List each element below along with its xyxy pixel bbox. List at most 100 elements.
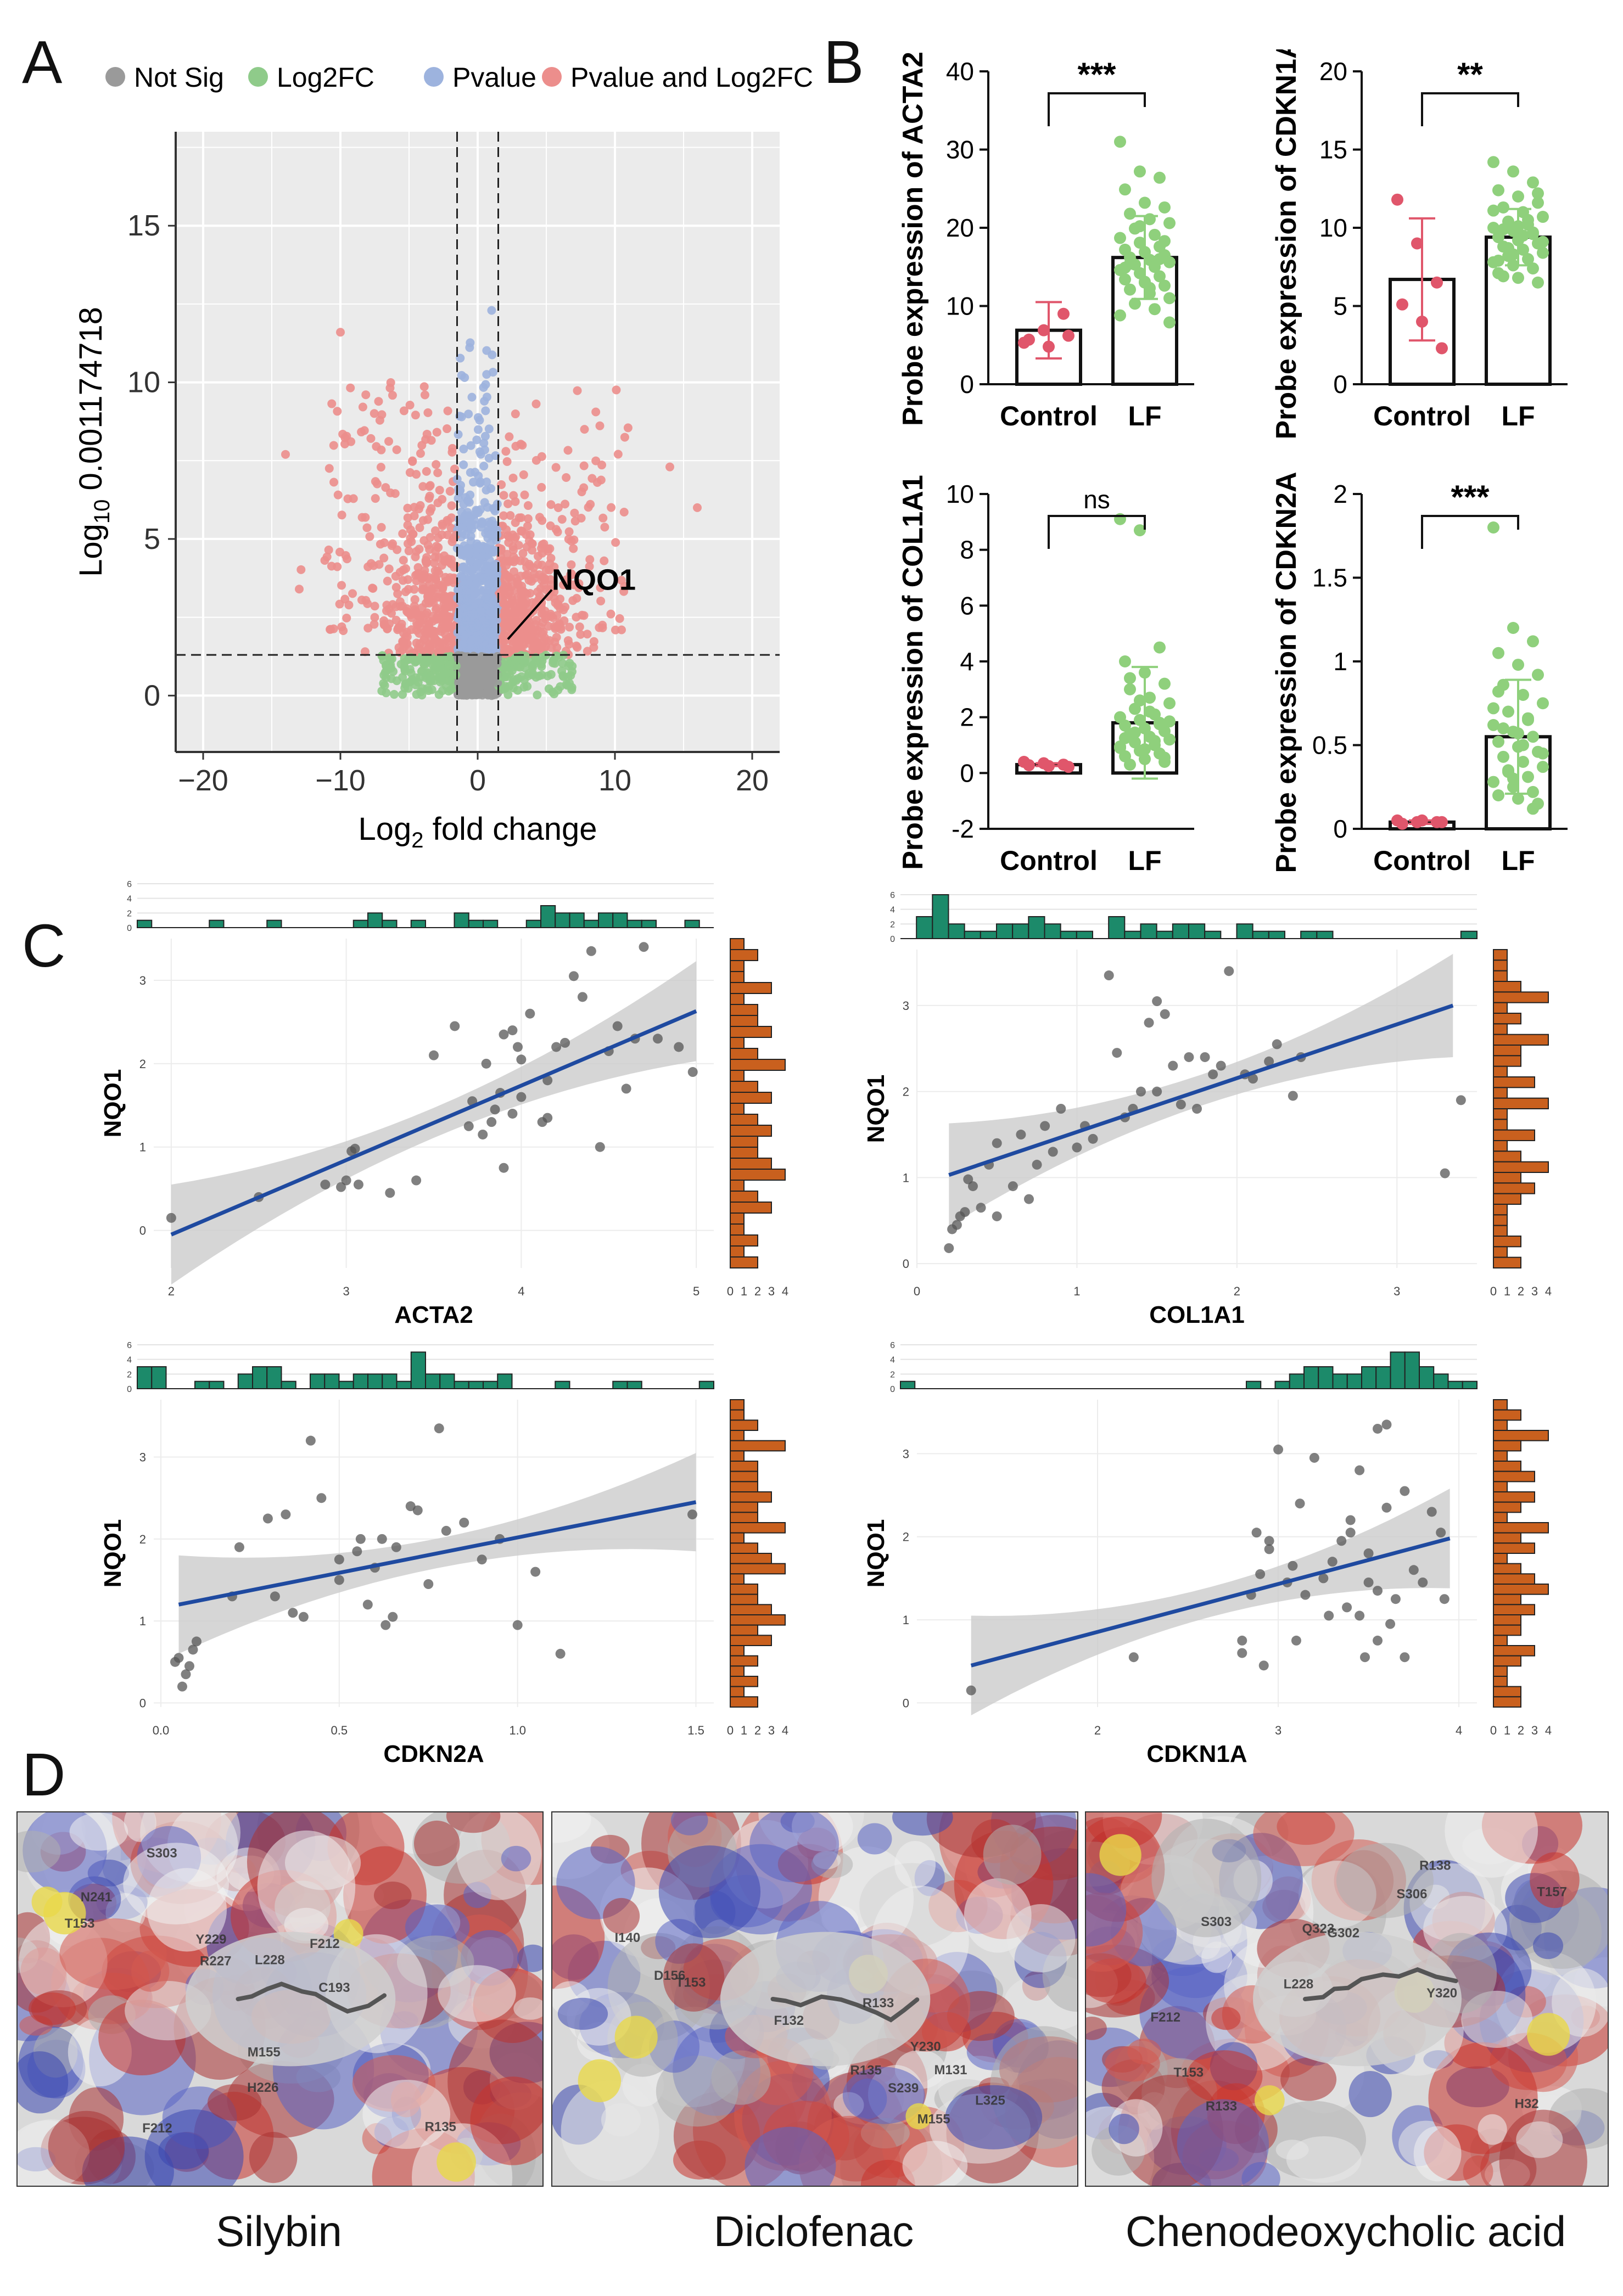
top-hist-bar [916, 916, 933, 939]
data-point [1537, 761, 1549, 773]
scatter-point [434, 1423, 444, 1434]
top-hist-tick: 0 [890, 935, 895, 944]
right-hist-bar [1493, 1573, 1535, 1585]
volcano-point [425, 545, 434, 554]
volcano-point [619, 507, 629, 517]
volcano-point [535, 513, 544, 522]
volcano-point [480, 431, 490, 441]
volcano-point [424, 580, 434, 590]
surface-patch [1177, 2099, 1269, 2186]
volcano-point [434, 581, 443, 590]
top-hist-bar [324, 1373, 340, 1389]
volcano-point [486, 545, 495, 554]
top-hist-tick: 2 [127, 909, 132, 918]
volcano-point [579, 461, 589, 470]
volcano-point [546, 670, 556, 679]
right-hist-bar [730, 1532, 745, 1544]
volcano-point [324, 545, 333, 554]
right-hist-bar [730, 1180, 745, 1192]
category-label: LF [1501, 401, 1535, 431]
sulfur-patch [1099, 1834, 1141, 1876]
data-point [1532, 276, 1544, 289]
scatter-point [1360, 1652, 1370, 1663]
top-hist-bar [338, 1380, 354, 1389]
surface-patch [1006, 1904, 1076, 1973]
top-hist-bar [281, 1380, 296, 1389]
volcano-point [411, 656, 420, 665]
volcano-point [281, 450, 290, 459]
data-point [1043, 760, 1055, 772]
volcano-point [401, 587, 410, 597]
scatter-point [1373, 1586, 1383, 1596]
volcano-point [445, 573, 455, 582]
volcano-point [473, 425, 483, 434]
top-hist-bar [1289, 1373, 1305, 1389]
data-point [1154, 718, 1166, 731]
right-hist-bar [730, 1114, 758, 1126]
volcano-point [474, 508, 483, 517]
scatter-point [1363, 1577, 1374, 1587]
top-hist-bar [425, 1373, 441, 1389]
right-hist-bar [730, 1169, 786, 1181]
volcano-point [423, 408, 433, 417]
right-hist-bar [1493, 1481, 1508, 1493]
top-hist-bar [540, 905, 556, 928]
right-hist-bar [1493, 1655, 1521, 1667]
significance-label: *** [1077, 56, 1116, 93]
data-point [1522, 771, 1534, 783]
top-hist-bar [1188, 923, 1206, 939]
top-hist-bar [555, 912, 570, 928]
top-hist-bar [1028, 916, 1045, 939]
scatter-point [1255, 1569, 1266, 1579]
y-tick-label: 0 [1333, 815, 1347, 843]
data-point [1134, 524, 1146, 537]
volcano-point [467, 565, 477, 574]
right-hist-tick: 4 [782, 1284, 788, 1298]
residue-label: H226 [247, 2080, 278, 2095]
scatter-point [1184, 1052, 1194, 1062]
data-point [1497, 201, 1509, 214]
volcano-plot: −20 −10 0 10 20 0 5 10 15 NQO1 Log2 fold change Log… [73, 62, 813, 852]
scatter-point [1439, 1594, 1449, 1604]
volcano-point [620, 433, 629, 442]
panel-letter-c: C [22, 912, 66, 980]
x-tick-label: 1.5 [687, 1724, 704, 1737]
right-hist-bar [730, 1696, 758, 1708]
right-hist-bar [730, 1624, 758, 1636]
top-hist-bar [1012, 923, 1029, 939]
right-hist-bar [730, 1409, 745, 1421]
top-hist-bar [151, 1366, 167, 1389]
volcano-point [368, 583, 377, 593]
volcano-point [474, 621, 483, 631]
category-label: Control [1000, 401, 1098, 431]
data-point [1492, 736, 1504, 748]
right-hist-bar [730, 1037, 745, 1049]
scatter-point [1390, 1594, 1401, 1604]
data-point [1163, 733, 1176, 746]
volcano-point [444, 660, 454, 670]
volcano-point [342, 613, 351, 622]
scatter-point [380, 1620, 391, 1630]
y-axis-label: Log10 0.001174718 [73, 307, 114, 577]
volcano-point [537, 560, 546, 570]
volcano-point [399, 565, 408, 575]
volcano-point [346, 383, 355, 392]
scatter-point [441, 1525, 451, 1536]
significance-bracket [1421, 515, 1519, 549]
volcano-point [559, 616, 569, 625]
right-hist-bar [1493, 1002, 1508, 1014]
top-hist-bar [1390, 1351, 1406, 1389]
volcano-point [440, 591, 449, 600]
volcano-point [586, 499, 595, 509]
right-hist-bar [1493, 1665, 1508, 1677]
volcano-point [545, 559, 555, 569]
volcano-point [429, 558, 439, 568]
top-hist-bar [468, 1380, 484, 1389]
volcano-point [665, 462, 674, 471]
top-hist-bar [137, 919, 153, 928]
volcano-point [457, 412, 466, 422]
top-hist-bar [410, 919, 426, 928]
right-hist-tick: 4 [1545, 1724, 1552, 1737]
surface-patch [1105, 2046, 1160, 2082]
surface-patch [147, 1868, 227, 1952]
